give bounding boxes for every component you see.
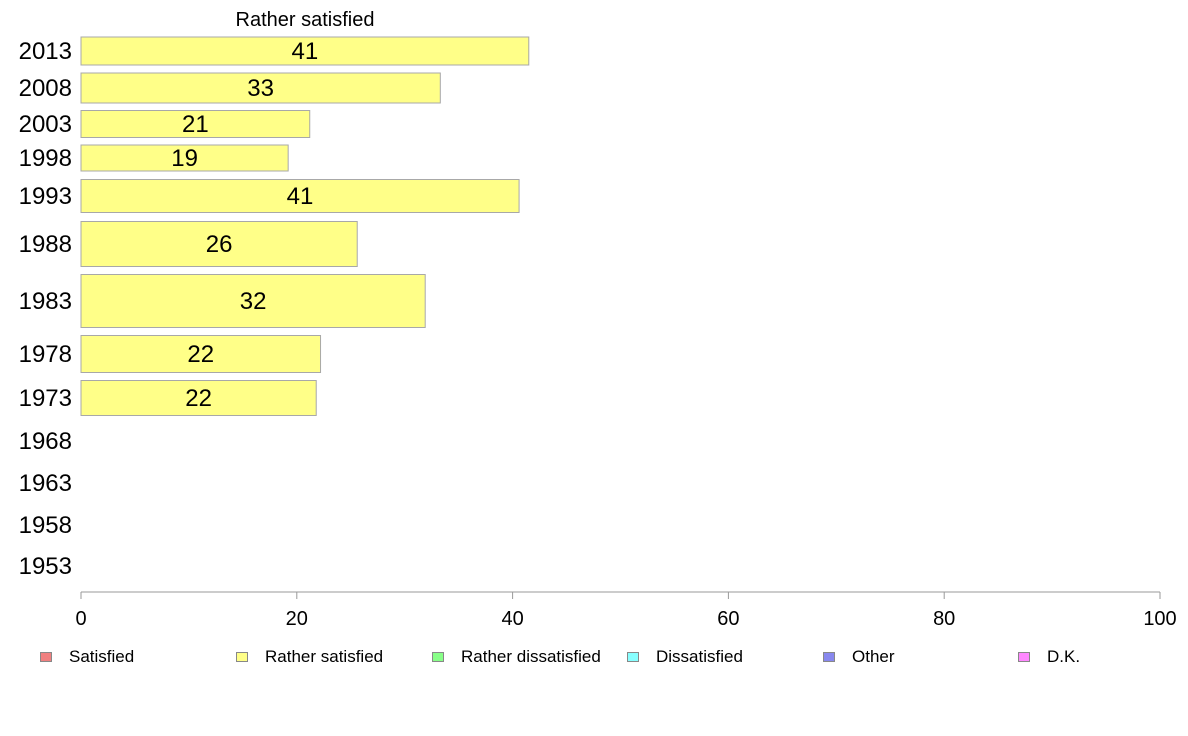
legend-swatch <box>432 652 444 662</box>
legend-label: D.K. <box>1047 647 1081 666</box>
bar-1973 <box>80 380 317 416</box>
category-label: 1988 <box>19 231 72 258</box>
legend-item: Rather satisfied <box>236 645 383 669</box>
legend-label: Rather dissatisfied <box>461 647 601 666</box>
category-label: 1983 <box>19 288 72 315</box>
category-label: 1968 <box>19 428 72 455</box>
x-tick-label: 60 <box>717 608 739 630</box>
category-label: 2003 <box>19 111 72 138</box>
legend-label: Satisfied <box>69 647 135 666</box>
data-label: 26 <box>206 231 233 258</box>
chart-title: Rather satisfied <box>236 9 375 31</box>
legend-label: Other <box>852 647 895 666</box>
legend-item: Rather dissatisfied <box>432 645 601 669</box>
bar-1983 <box>80 274 426 328</box>
legend: Satisfied Rather satisfied Rather dissatis… <box>0 645 1188 669</box>
legend-swatch <box>627 652 639 662</box>
legend-label: Rather satisfied <box>265 647 384 666</box>
bar-1998 <box>80 144 289 172</box>
x-tick-label: 80 <box>933 608 955 630</box>
bar-1993 <box>80 179 520 213</box>
x-tick-label: 40 <box>501 608 523 630</box>
legend-item: Dissatisfied <box>627 645 743 669</box>
x-axis: 0 20 40 60 80 100 <box>75 591 1177 630</box>
bar-1978 <box>80 335 322 373</box>
legend-swatch <box>40 652 52 662</box>
legend-item: D.K. <box>1018 645 1080 669</box>
legend-swatch <box>236 652 248 662</box>
category-label: 1958 <box>19 512 72 539</box>
data-label: 41 <box>292 38 319 65</box>
bar-2003 <box>80 110 311 138</box>
x-tick-label: 20 <box>286 608 308 630</box>
category-labels-layer: 2013 2008 2003 1998 1993 1988 1983 1978 1973 1968… <box>19 38 72 580</box>
legend-item: Other <box>823 645 895 669</box>
bar-2008 <box>80 72 441 104</box>
data-label: 19 <box>171 145 198 172</box>
data-label: 22 <box>185 385 212 412</box>
data-label: 33 <box>247 75 274 102</box>
bar-chart: Rather satisfied 41 33 21 19 41 26 32 22 22 2013… <box>19 9 1177 630</box>
category-label: 1978 <box>19 341 72 368</box>
data-label: 32 <box>240 288 267 315</box>
bars-layer <box>80 36 530 416</box>
category-label: 1998 <box>19 145 72 172</box>
data-label: 41 <box>287 183 314 210</box>
x-tick-label: 0 <box>75 608 86 630</box>
data-label: 22 <box>187 341 214 368</box>
bar-labels-layer: 41 33 21 19 41 26 32 22 22 <box>171 38 318 412</box>
category-label: 1953 <box>19 553 72 580</box>
legend-swatch <box>1018 652 1030 662</box>
legend-swatch <box>823 652 835 662</box>
category-label: 1973 <box>19 385 72 412</box>
category-label: 1993 <box>19 183 72 210</box>
data-label: 21 <box>182 111 209 138</box>
category-label: 1963 <box>19 470 72 497</box>
category-label: 2013 <box>19 38 72 65</box>
legend-label: Dissatisfied <box>656 647 743 666</box>
x-tick-label: 100 <box>1143 608 1176 630</box>
bar-1988 <box>80 221 358 267</box>
bar-2013 <box>80 36 530 66</box>
legend-item: Satisfied <box>40 645 134 669</box>
category-label: 2008 <box>19 75 72 102</box>
